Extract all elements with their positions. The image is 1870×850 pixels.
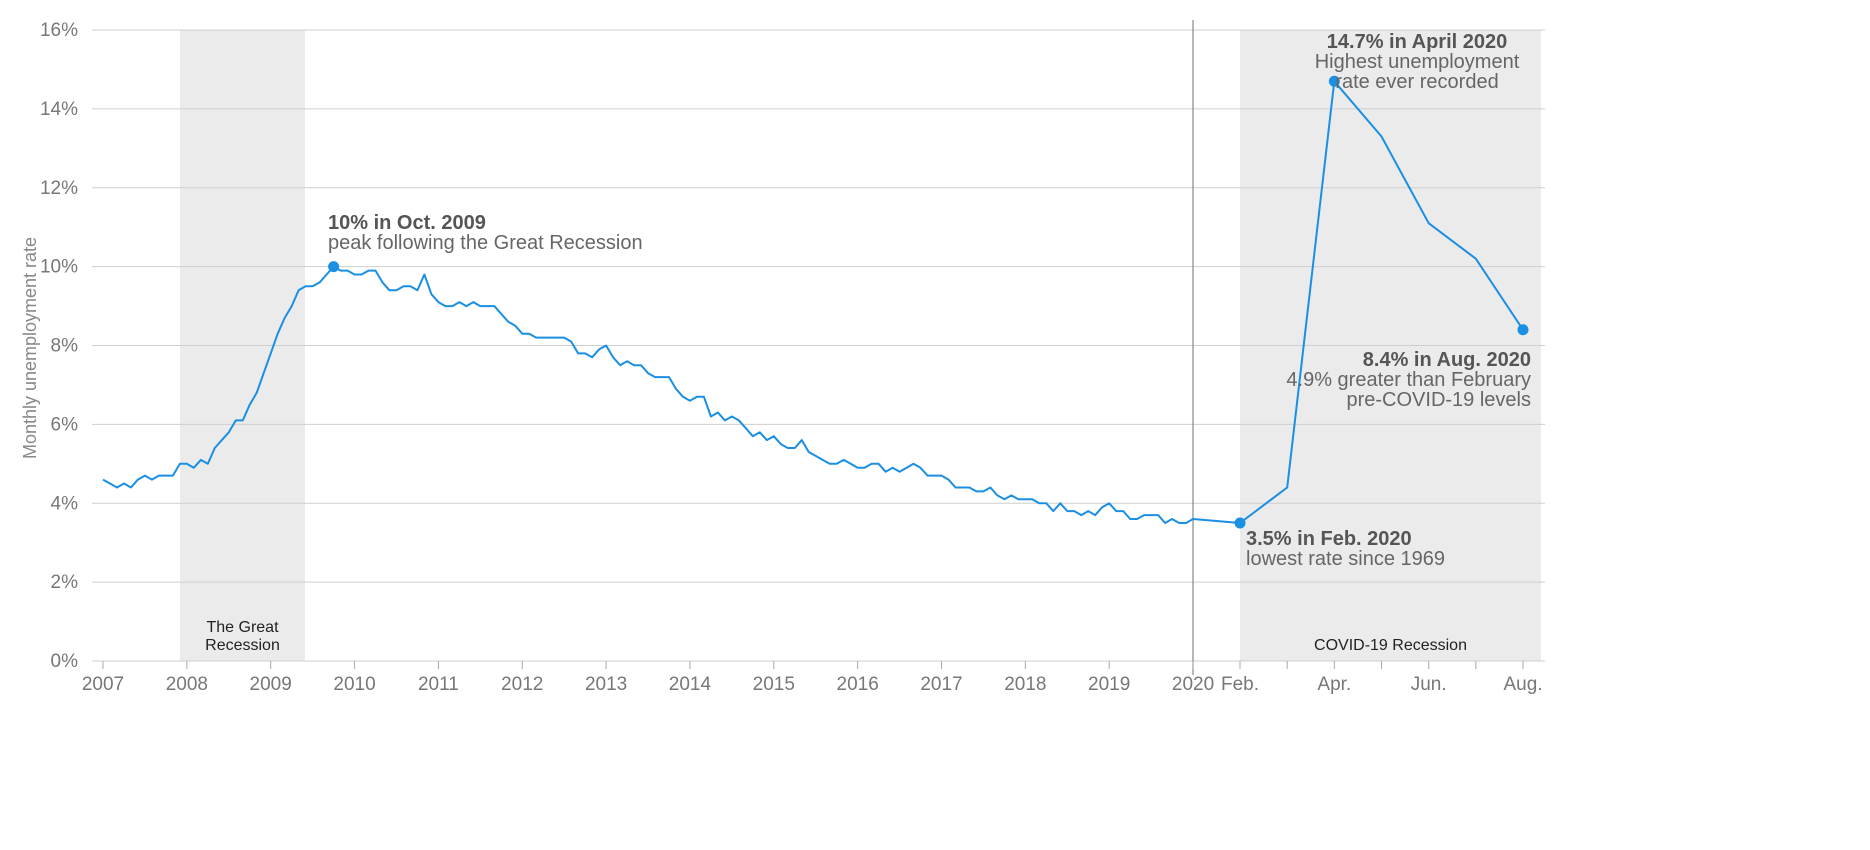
annotation-title: 14.7% in April 2020 bbox=[1327, 31, 1507, 53]
highlight-point bbox=[1517, 324, 1529, 336]
x-tick-label: Apr. bbox=[1317, 674, 1351, 695]
annotation-text: peak following the Great Recession bbox=[328, 232, 643, 254]
annotation-text: Highest unemployment bbox=[1315, 51, 1520, 73]
series-line bbox=[102, 80, 1524, 524]
x-tick-label: Feb. bbox=[1221, 674, 1259, 695]
annotation-text: rate ever recorded bbox=[1335, 71, 1498, 93]
x-tick-label: 2015 bbox=[753, 674, 795, 695]
y-tick-label: 12% bbox=[40, 178, 78, 199]
y-tick-label: 10% bbox=[40, 257, 78, 278]
annotation-text: pre-COVID-19 levels bbox=[1346, 389, 1531, 411]
annotation-text: lowest rate since 1969 bbox=[1246, 548, 1445, 570]
x-tick-label: 2013 bbox=[585, 674, 627, 695]
y-tick-label: 16% bbox=[40, 20, 78, 41]
x-tick-label: 2011 bbox=[418, 674, 459, 695]
x-tick-label: 2020 bbox=[1172, 674, 1214, 695]
x-tick-label: 2016 bbox=[837, 674, 879, 695]
shaded-region-label: Recession bbox=[205, 637, 280, 654]
x-tick-label: 2007 bbox=[82, 674, 124, 695]
y-tick-label: 8% bbox=[51, 336, 79, 357]
highlight-point bbox=[1234, 517, 1246, 529]
x-tick-label: 2009 bbox=[250, 674, 292, 695]
y-tick-label: 2% bbox=[51, 572, 79, 593]
y-tick-label: 0% bbox=[51, 651, 79, 672]
y-tick-label: 14% bbox=[40, 99, 78, 120]
annotation-title: 10% in Oct. 2009 bbox=[328, 212, 486, 234]
y-tick-label: 4% bbox=[51, 493, 79, 514]
highlight-point bbox=[1328, 75, 1340, 87]
x-tick-label: 2012 bbox=[501, 674, 543, 695]
shaded-region-label: COVID-19 Recession bbox=[1314, 637, 1467, 654]
x-tick-label: 2008 bbox=[166, 674, 208, 695]
highlight-point bbox=[328, 261, 340, 273]
x-tick-label: 2019 bbox=[1088, 674, 1130, 695]
annotation-title: 8.4% in Aug. 2020 bbox=[1363, 349, 1531, 371]
annotation-title: 3.5% in Feb. 2020 bbox=[1246, 528, 1412, 550]
x-tick-label: 2018 bbox=[1004, 674, 1046, 695]
x-tick-label: Jun. bbox=[1411, 674, 1447, 695]
y-tick-label: 6% bbox=[51, 414, 79, 435]
y-axis-title: Monthly unemployment rate bbox=[20, 237, 40, 459]
x-tick-label: 2017 bbox=[920, 674, 962, 695]
x-tick-label: Aug. bbox=[1503, 674, 1542, 695]
shaded-region-label: The Great bbox=[206, 619, 279, 636]
x-tick-label: 2014 bbox=[669, 674, 712, 695]
x-tick-label: 2010 bbox=[333, 674, 375, 695]
annotation-text: 4.9% greater than February bbox=[1286, 369, 1531, 391]
